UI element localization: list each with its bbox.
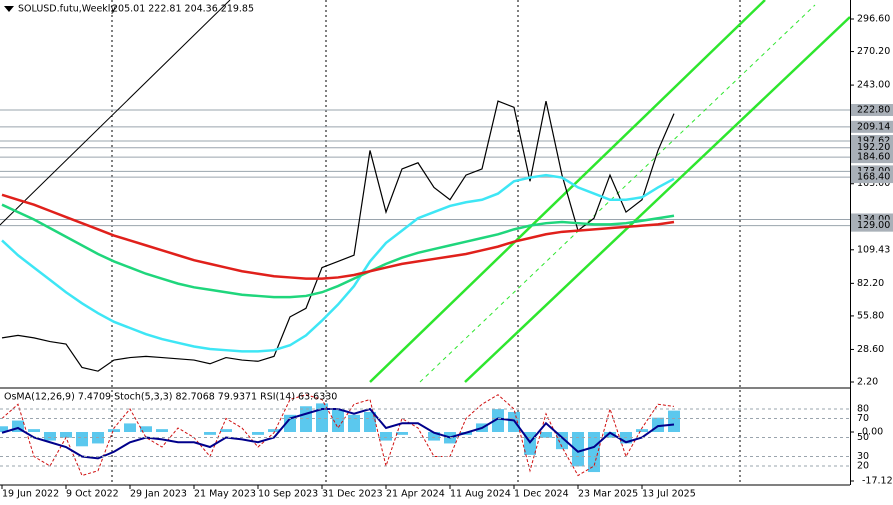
stoch-line [1, 394, 675, 477]
level-label-bg [851, 120, 893, 133]
osma-bar [332, 409, 344, 432]
osma-bar [140, 426, 152, 432]
trend-line [0, 0, 231, 226]
level-label-bg [851, 141, 893, 154]
x-tick-label: 1 Dec 2024 [514, 489, 569, 500]
levels [0, 109, 850, 227]
osc-tick-label: 50 [857, 432, 869, 443]
moving-average [1, 203, 675, 299]
osma-bar [588, 432, 600, 473]
x-tick-label: 23 Mar 2025 [578, 489, 638, 500]
oscillator-title: OsMA(12,26,9) 7.4709 Stoch(5,3,3) 82.706… [4, 392, 337, 403]
osc-y2-tick-label: -17.1267 [862, 476, 893, 487]
x-tick-label: 9 Oct 2022 [66, 489, 119, 500]
moving-average [1, 173, 675, 353]
osc-tick-label: 70 [857, 413, 869, 424]
osma-bar [108, 429, 120, 432]
osma-bar [300, 406, 312, 432]
y-tick-label: 82.20 [857, 278, 884, 289]
osma-bar [668, 410, 680, 432]
x-tick-label: 31 Dec 2023 [322, 489, 383, 500]
x-tick-label: 11 Aug 2024 [450, 489, 511, 500]
y-tick-label: 55.80 [857, 310, 884, 321]
osma-bar [284, 414, 296, 432]
level-label: 134.00 [857, 214, 890, 225]
x-tick-label: 29 Jan 2023 [130, 489, 187, 500]
osma-bar [492, 409, 504, 432]
osma-bar [12, 420, 24, 432]
menu-icon[interactable] [4, 6, 14, 12]
osma-bar [60, 432, 72, 438]
osma-bar [348, 414, 360, 432]
osma-bar [204, 432, 216, 435]
y-tick-label: 270.20 [857, 46, 890, 57]
osma-bar [220, 429, 232, 432]
level-label-bg [851, 171, 893, 184]
channel-upper [369, 0, 766, 383]
level-label: 222.80 [857, 104, 890, 115]
ohlc: 205.01 222.81 204.36 219.85 [112, 4, 254, 15]
moving-average [1, 193, 675, 280]
osc-tick-label: 80 [857, 404, 869, 415]
level-label: 192.20 [857, 142, 890, 153]
x-tick-label: 10 Sep 2023 [258, 489, 318, 500]
osma-bar [540, 432, 552, 438]
osma-bar [76, 432, 88, 447]
osma-bar [252, 432, 264, 435]
y-tick-label: 163.00 [857, 178, 890, 189]
osc-tick-label: 30 [857, 451, 869, 462]
x-tick-label: 19 Jun 2022 [2, 489, 59, 500]
x-tick-label: 21 Apr 2024 [386, 489, 445, 500]
level-label: 209.14 [857, 121, 890, 132]
y-tick-label: 109.43 [857, 244, 890, 255]
level-label: 168.40 [857, 172, 890, 183]
osma-bar [396, 432, 408, 435]
level-label-bg [851, 219, 893, 232]
osma-bar [156, 429, 168, 432]
osma-bar [0, 426, 8, 432]
level-label: 129.00 [857, 220, 890, 231]
level-label: 197.62 [857, 136, 890, 147]
osc-y2-tick-label: 0.00 [862, 427, 883, 438]
level-label-bg [851, 151, 893, 164]
osma-bar [636, 429, 648, 432]
y-tick-label: 243.00 [857, 80, 890, 91]
x-tick-label: 21 May 2023 [194, 489, 256, 500]
y-tick-label: 2.20 [857, 377, 878, 388]
osma-bar [556, 432, 568, 450]
x-tick-label: 13 Jul 2025 [642, 489, 696, 500]
separators [111, 0, 741, 485]
osma-bar [604, 432, 616, 438]
osma-bar [572, 432, 584, 467]
price-axis-bg [851, 0, 893, 505]
osma-bar [380, 432, 392, 441]
osma-bar [364, 411, 376, 432]
symbol: SOLUSD.futu,Weekly [18, 4, 116, 15]
osc-tick-label: 20 [857, 461, 869, 472]
osma-bar [428, 432, 440, 441]
osma-bar [44, 432, 56, 441]
trend-objects [0, 0, 851, 383]
y-tick-label: 296.60 [857, 14, 890, 25]
level-label-bg [851, 103, 893, 116]
y-tick-label: 28.60 [857, 344, 884, 355]
osma-bar [28, 429, 40, 432]
osma-bar [124, 423, 136, 432]
osma-bar [268, 429, 280, 432]
level-label: 184.60 [857, 152, 890, 163]
price-line [1, 100, 675, 372]
axis: 296.60 270.20 243.00 163.00 109.43 82.20 55.80… [0, 14, 893, 500]
channel-lower [464, 16, 851, 383]
